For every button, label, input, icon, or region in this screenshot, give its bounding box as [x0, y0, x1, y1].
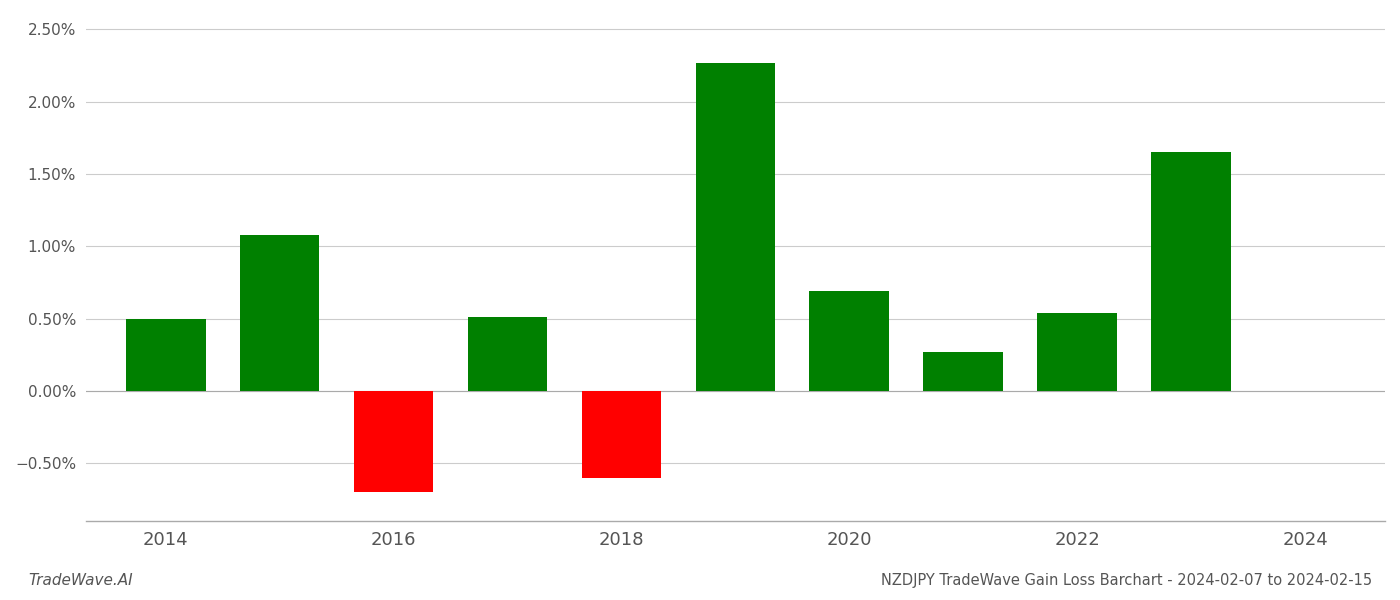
Bar [1151, 152, 1231, 391]
Text: TradeWave.AI: TradeWave.AI [28, 573, 133, 588]
Bar [354, 391, 434, 493]
Bar [581, 391, 661, 478]
Bar [924, 352, 1004, 391]
Bar [1037, 313, 1117, 391]
Bar [809, 291, 889, 391]
Bar [239, 235, 319, 391]
Bar [126, 319, 206, 391]
Text: NZDJPY TradeWave Gain Loss Barchart - 2024-02-07 to 2024-02-15: NZDJPY TradeWave Gain Loss Barchart - 20… [881, 573, 1372, 588]
Bar [468, 317, 547, 391]
Bar [696, 63, 776, 391]
